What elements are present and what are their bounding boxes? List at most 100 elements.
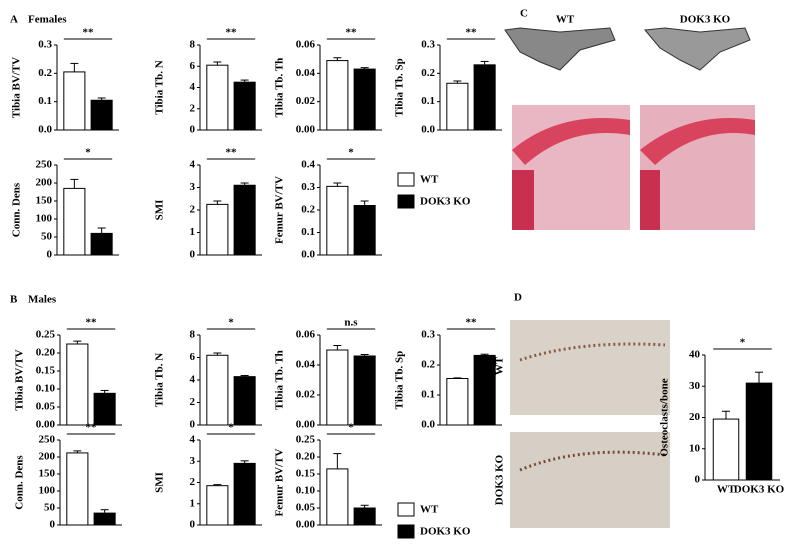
y-tick-label: 0: [695, 474, 701, 486]
y-tick-label: 250: [39, 434, 56, 446]
legend-swatch: [397, 524, 415, 539]
bar: [712, 418, 740, 481]
osteoclast-image: [510, 320, 670, 528]
x-tick-label: DOK3 KO: [734, 484, 785, 496]
y-tick-label: 0.06: [296, 329, 316, 341]
y-tick-label: 8: [190, 39, 196, 51]
y-tick-label: 4: [190, 81, 196, 93]
bar: [233, 462, 256, 526]
y-tick-label: 2: [190, 204, 196, 216]
bar: [326, 468, 349, 526]
y-tick-label: 40: [689, 349, 701, 361]
bar: [63, 187, 86, 256]
y-tick-label: 0.06: [296, 39, 316, 51]
legend-swatch: [397, 502, 415, 517]
y-tick-label: 0.02: [296, 389, 316, 401]
significance-label: **: [466, 317, 478, 329]
y-tick-label: 0.0: [38, 124, 52, 136]
y-tick-label: 0.1: [421, 95, 435, 107]
bar: [66, 452, 89, 526]
bar: [233, 376, 256, 426]
y-tick-label: 4: [190, 159, 196, 171]
image-label: WT: [556, 14, 575, 26]
bar: [326, 185, 349, 256]
y-tick-label: 1: [190, 226, 196, 238]
y-tick-label: 0.2: [421, 67, 435, 79]
y-axis-label: Tibia Tb. Sp: [394, 58, 406, 117]
bar: [353, 355, 376, 426]
significance-label: **: [86, 422, 98, 434]
significance-label: **: [83, 27, 95, 39]
y-tick-label: 4: [190, 374, 196, 386]
y-tick-label: 2: [190, 476, 196, 488]
y-tick-label: 1: [190, 497, 196, 509]
y-tick-label: 0.20: [296, 451, 316, 463]
bar: [233, 184, 256, 256]
significance-label: **: [346, 27, 358, 39]
y-tick-label: 4: [190, 434, 196, 446]
y-tick-label: 30: [689, 380, 701, 392]
panel-title: Females: [28, 14, 67, 26]
y-tick-label: 0.1: [38, 95, 52, 107]
panel-label: D: [514, 292, 522, 304]
micro-ct-image: [504, 27, 751, 71]
y-tick-label: 0.10: [296, 485, 316, 497]
y-tick-label: 0.15: [296, 468, 316, 480]
y-tick-label: 0.3: [38, 39, 52, 51]
y-tick-label: 0.20: [36, 347, 56, 359]
y-tick-label: 3: [190, 181, 196, 193]
legend-swatch: [397, 172, 415, 187]
y-tick-label: 0.25: [296, 434, 316, 446]
bar: [206, 354, 229, 426]
y-tick-label: 100: [36, 213, 53, 225]
y-tick-label: 0.2: [301, 204, 315, 216]
y-tick-label: 0.05: [296, 502, 316, 514]
panel-label: A: [10, 14, 18, 26]
bar: [353, 205, 376, 256]
y-axis-label: Tibia Tb. Th: [274, 350, 286, 410]
y-tick-label: 0.00: [296, 419, 316, 431]
y-tick-label: 0.1: [421, 389, 435, 401]
bar: [90, 99, 113, 131]
y-tick-label: 0: [50, 519, 56, 531]
y-axis-label: Femur BV/TV: [274, 176, 286, 244]
image-label: DOK3 KO: [494, 454, 506, 505]
y-tick-label: 0.15: [36, 365, 56, 377]
image-label: DOK3 KO: [680, 14, 731, 26]
y-tick-label: 0.2: [421, 359, 435, 371]
y-axis-label: Tibia BV/TV: [14, 349, 26, 410]
legend-label: DOK3 KO: [420, 196, 471, 208]
y-axis-label: SMI: [154, 200, 166, 221]
significance-label: *: [348, 147, 354, 159]
bar: [66, 343, 89, 426]
y-tick-label: 0.10: [36, 383, 56, 395]
y-tick-label: 0.3: [301, 181, 315, 193]
y-tick-label: 0.2: [38, 67, 52, 79]
bar: [473, 354, 496, 426]
bar: [745, 382, 773, 481]
bar: [326, 60, 349, 131]
histology-image: [512, 105, 755, 230]
y-tick-label: 0: [190, 249, 196, 261]
panel-label: C: [520, 8, 528, 20]
y-tick-label: 0.00: [36, 419, 56, 431]
bar: [326, 349, 349, 426]
y-tick-label: 150: [36, 195, 53, 207]
y-tick-label: 150: [39, 468, 56, 480]
y-tick-label: 0.4: [301, 159, 315, 171]
significance-label: n.s: [344, 317, 358, 329]
bar: [233, 81, 256, 131]
bar: [473, 64, 496, 131]
y-tick-label: 0.3: [421, 39, 435, 51]
y-tick-label: 0: [190, 419, 196, 431]
y-axis-label: Tibia Tb. N: [154, 353, 166, 407]
panel-title: Males: [28, 294, 57, 306]
y-tick-label: 50: [44, 502, 56, 514]
legend-label: DOK3 KO: [420, 526, 471, 538]
bar: [93, 392, 116, 426]
y-tick-label: 6: [190, 60, 196, 72]
y-axis-label: Tibia BV/TV: [11, 57, 23, 118]
y-tick-label: 0: [190, 519, 196, 531]
bar: [206, 485, 229, 526]
